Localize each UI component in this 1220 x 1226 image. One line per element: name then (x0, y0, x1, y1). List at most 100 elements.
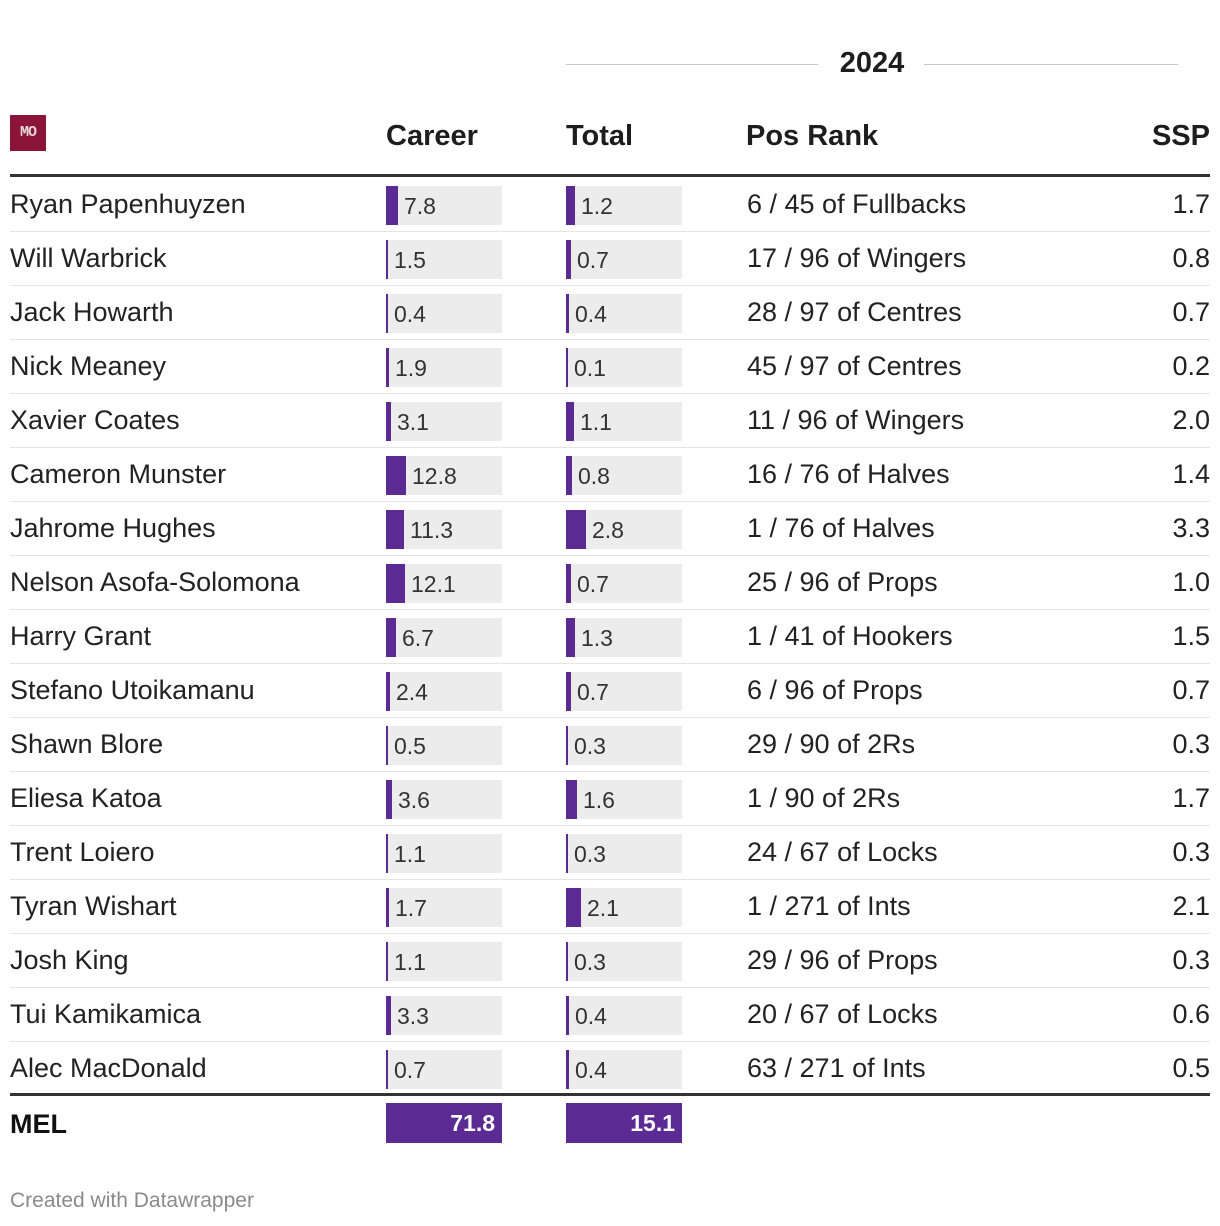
table-row: Nelson Asofa-Solomona 12.1 0.7 25 / 96 of P… (10, 556, 1210, 610)
credit-text: Created with Datawrapper (10, 1189, 254, 1212)
player-name: Stefano Utoikamanu (10, 675, 255, 705)
total-bar-fill (566, 240, 571, 279)
total-value: 0.3 (574, 841, 606, 867)
career-bar-fill (386, 294, 388, 333)
player-name: Trent Loiero (10, 837, 155, 867)
career-bar: 7.8 (386, 186, 502, 225)
pos-rank: 29 / 90 of 2Rs (747, 729, 916, 759)
total-value: 0.7 (577, 247, 609, 273)
player-name: Josh King (10, 945, 129, 975)
table-row: Nick Meaney 1.9 0.1 45 / 97 of Centres 0.2 (10, 340, 1210, 394)
ssp-value: 2.1 (1172, 891, 1210, 921)
ssp-value: 0.7 (1172, 675, 1210, 705)
table-row: Trent Loiero 1.1 0.3 24 / 67 of Locks 0.3 (10, 826, 1210, 880)
table-row: Shawn Blore 0.5 0.3 29 / 90 of 2Rs 0.3 (10, 718, 1210, 772)
team-total-career-bar: 71.8 (386, 1103, 502, 1143)
total-bar-fill (566, 834, 568, 873)
ssp-value: 0.7 (1172, 297, 1210, 327)
team-total-total-value: 15.1 (630, 1110, 675, 1136)
total-bar: 0.3 (566, 726, 682, 765)
table-row: Jahrome Hughes 11.3 2.8 1 / 76 of Halves 3.3 (10, 502, 1210, 556)
career-value: 3.1 (397, 409, 429, 435)
ssp-value: 1.5 (1172, 621, 1210, 651)
total-bar: 1.1 (566, 402, 682, 441)
team-total-label: MEL (10, 1109, 67, 1139)
total-value: 1.6 (583, 787, 615, 813)
ssp-value: 2.0 (1172, 405, 1210, 435)
career-value: 1.9 (395, 355, 427, 381)
career-bar-fill (386, 564, 405, 603)
total-value: 2.8 (592, 517, 624, 543)
ssp-value: 3.3 (1172, 513, 1210, 543)
total-value: 1.3 (581, 625, 613, 651)
career-bar: 6.7 (386, 618, 502, 657)
pos-rank: 1 / 90 of 2Rs (747, 783, 901, 813)
table-row: Stefano Utoikamanu 2.4 0.7 6 / 96 of Props 0… (10, 664, 1210, 718)
table-row: Alec MacDonald 0.7 0.4 63 / 271 of Ints 0.5 (10, 1042, 1210, 1096)
career-bar-fill (386, 726, 388, 765)
table-row: Ryan Papenhuyzen 7.8 1.2 6 / 45 of Fullback… (10, 178, 1210, 232)
total-bar-fill (566, 672, 571, 711)
pos-rank: 6 / 96 of Props (747, 675, 923, 705)
table-row: Cameron Munster 12.8 0.8 16 / 76 of Halves 1… (10, 448, 1210, 502)
total-bar-fill (566, 510, 586, 549)
totals-rule (10, 1093, 1210, 1096)
total-bar-fill (566, 564, 571, 603)
career-bar-fill (386, 888, 389, 927)
total-bar: 1.2 (566, 186, 682, 225)
player-name: Alec MacDonald (10, 1053, 207, 1083)
column-header-ssp[interactable]: SSP (1151, 120, 1210, 152)
team-logo-icon: MO (10, 115, 46, 151)
pos-rank: 24 / 67 of Locks (747, 837, 938, 867)
career-bar-fill (386, 1050, 388, 1089)
total-value: 2.1 (587, 895, 619, 921)
pos-rank: 63 / 271 of Ints (747, 1053, 926, 1083)
team-total-total-bar: 15.1 (566, 1103, 682, 1143)
total-bar-fill (566, 186, 575, 225)
total-value: 0.8 (578, 463, 610, 489)
career-value: 12.8 (412, 463, 457, 489)
player-name: Nick Meaney (10, 351, 167, 381)
column-header-total[interactable]: Total (566, 120, 634, 152)
total-bar-fill (566, 618, 575, 657)
pos-rank: 1 / 41 of Hookers (747, 621, 953, 651)
group-header-line-right (924, 64, 1178, 65)
total-bar: 0.1 (566, 348, 682, 387)
total-bar-fill (566, 942, 568, 981)
group-header-2024: 2024 (566, 44, 1178, 84)
table-row: Harry Grant 6.7 1.3 1 / 41 of Hookers 1.5 (10, 610, 1210, 664)
ssp-value: 1.0 (1172, 567, 1210, 597)
player-name: Jack Howarth (10, 297, 174, 327)
total-bar-fill (566, 1050, 569, 1089)
career-bar: 12.1 (386, 564, 502, 603)
total-bar-fill (566, 402, 574, 441)
group-header-title: 2024 (839, 47, 905, 79)
career-bar: 11.3 (386, 510, 502, 549)
pos-rank: 20 / 67 of Locks (747, 999, 938, 1029)
career-bar: 1.1 (386, 942, 502, 981)
career-value: 1.1 (394, 949, 426, 975)
total-bar-fill (566, 888, 581, 927)
total-bar: 1.3 (566, 618, 682, 657)
career-value: 0.7 (394, 1057, 426, 1083)
career-value: 0.5 (394, 733, 426, 759)
player-name: Tui Kamikamica (10, 999, 202, 1029)
ssp-value: 0.8 (1172, 243, 1210, 273)
career-value: 1.1 (394, 841, 426, 867)
total-value: 1.2 (581, 193, 613, 219)
pos-rank: 6 / 45 of Fullbacks (747, 189, 967, 219)
pos-rank: 1 / 271 of Ints (747, 891, 911, 921)
career-bar: 0.7 (386, 1050, 502, 1089)
pos-rank: 16 / 76 of Halves (747, 459, 950, 489)
career-value: 2.4 (396, 679, 428, 705)
career-bar: 1.9 (386, 348, 502, 387)
ssp-value: 0.3 (1172, 729, 1210, 759)
column-header-pos-rank[interactable]: Pos Rank (746, 120, 879, 152)
total-value: 1.1 (580, 409, 612, 435)
column-header-career[interactable]: Career (386, 120, 478, 152)
pos-rank: 45 / 97 of Centres (747, 351, 962, 381)
player-name: Jahrome Hughes (10, 513, 216, 543)
career-bar-fill (386, 456, 406, 495)
header-rule (10, 174, 1210, 177)
ssp-value: 0.3 (1172, 945, 1210, 975)
